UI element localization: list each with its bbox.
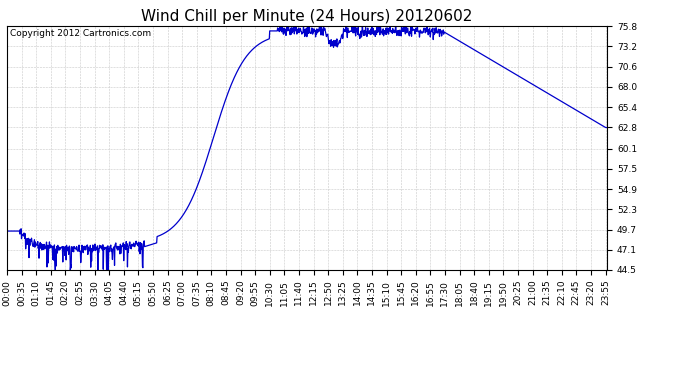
Title: Wind Chill per Minute (24 Hours) 20120602: Wind Chill per Minute (24 Hours) 2012060… xyxy=(141,9,473,24)
Text: Copyright 2012 Cartronics.com: Copyright 2012 Cartronics.com xyxy=(10,29,151,38)
